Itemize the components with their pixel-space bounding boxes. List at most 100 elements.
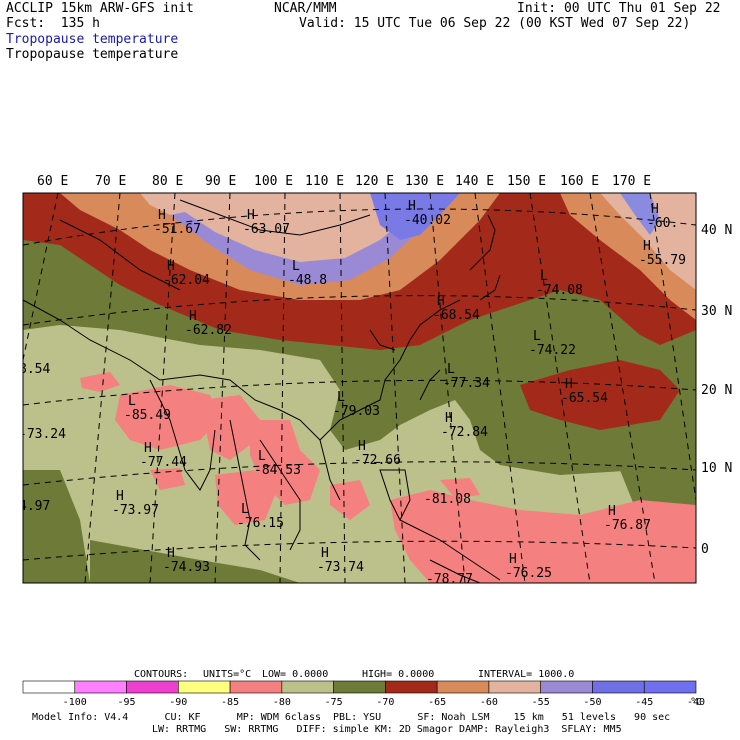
legend-tick: -100	[63, 697, 87, 708]
forecast-hour: Fcst: 135 h	[6, 16, 100, 31]
marker-value: -73.74	[317, 560, 364, 575]
lon-label: 160 E	[560, 174, 599, 189]
marker-value: -77.34	[443, 376, 490, 391]
legend-swatch	[385, 680, 438, 694]
map-panel: H-51.67H-63.07H-40.02H-60.H-55.79H-62.04…	[19, 193, 696, 587]
legend-swatch	[229, 680, 283, 694]
legend-tick: -65	[428, 697, 446, 708]
marker-value: -74.22	[529, 343, 576, 358]
legend-swatch	[436, 680, 490, 694]
marker-symbol: L	[292, 259, 300, 274]
band-purple	[170, 193, 450, 285]
lon-label: 120 E	[355, 174, 394, 189]
valid-time: Valid: 15 UTC Tue 06 Sep 22 (00 KST Wed …	[299, 16, 691, 31]
legend-swatch	[540, 680, 593, 694]
band-pale-northeast	[600, 193, 696, 290]
marker-symbol: H	[358, 439, 366, 454]
lon-label: 90 E	[205, 174, 236, 189]
marker-value: -73.24	[19, 427, 66, 442]
lat-label: 0	[701, 542, 709, 557]
marker-symbol: H	[445, 411, 453, 426]
legend-swatch	[178, 680, 231, 694]
marker-symbol: H	[189, 309, 197, 324]
model-info-line1: Model Info: V4.4 CU: KF MP: WDM 6class P…	[32, 712, 671, 723]
marker-value: -65.54	[561, 391, 608, 406]
marker-symbol: L	[540, 269, 548, 284]
marker-symbol: L	[241, 502, 249, 517]
marker-symbol: L	[533, 329, 541, 344]
map-frame	[22, 192, 697, 584]
marker-value: -79.03	[333, 404, 380, 419]
marker-symbol: L	[128, 394, 136, 409]
lat-label: 30 N	[701, 304, 732, 319]
latitude-labels: 40 N 30 N 20 N 10 N 0	[701, 223, 732, 557]
marker-value: -62.82	[185, 323, 232, 338]
marker-value: -73.97	[112, 503, 159, 518]
lon-label: 100 E	[254, 174, 293, 189]
marker-symbol: H	[643, 239, 651, 254]
marker-symbol: H	[158, 208, 166, 223]
marker-value: -78.77	[426, 572, 473, 587]
legend-swatch	[74, 680, 127, 694]
marker-value: -84.53	[254, 463, 301, 478]
legend-tick: -70	[376, 697, 394, 708]
lat-label: 20 N	[701, 383, 732, 398]
marker-value: -76.25	[505, 566, 552, 581]
graticule	[23, 193, 696, 583]
marker-symbol: H	[116, 489, 124, 504]
longitude-labels: 60 E 70 E 80 E 90 E 100 E 110 E 120 E 130 E 140 …	[37, 174, 651, 189]
marker-value: -77.44	[140, 455, 187, 470]
legend-swatch	[592, 680, 645, 694]
center-name: NCAR/MMM	[274, 1, 337, 16]
marker-symbol: L	[258, 449, 266, 464]
model-title: ACCLIP 15km ARW-GFS init	[6, 1, 194, 16]
coastlines	[23, 199, 501, 583]
contours-label: CONTOURS:	[134, 669, 188, 680]
lon-label: 80 E	[152, 174, 183, 189]
marker-symbol: L	[337, 390, 345, 405]
marker-symbol: H	[437, 294, 445, 309]
marker-value: -81.08	[424, 492, 471, 507]
legend-swatch	[281, 680, 334, 694]
marker-value: -60.	[647, 216, 678, 231]
marker-symbol: H	[651, 202, 659, 217]
band-blue	[370, 193, 460, 240]
color-legend: -100 -95 -90 -85 -80 -75 -70 -65 -60 -55 -50 -45 -40…	[22, 680, 705, 708]
band-dark-red-pacific	[520, 360, 680, 430]
marker-symbol: H	[144, 441, 152, 456]
marker-layer: H-51.67H-63.07H-40.02H-60.H-55.79H-62.04…	[19, 199, 686, 587]
field-title-contour: Tropopause temperature	[6, 47, 179, 62]
legend-swatch	[333, 680, 386, 694]
legend-tick: -80	[273, 697, 291, 708]
interval-label: INTERVAL= 1000.0	[478, 669, 574, 680]
marker-value: -74.08	[536, 283, 583, 298]
lon-label: 70 E	[95, 174, 126, 189]
lon-label: 60 E	[37, 174, 68, 189]
init-time: Init: 00 UTC Thu 01 Sep 22	[517, 1, 721, 16]
marker-value: -72.84	[441, 425, 488, 440]
marker-symbol: H	[321, 546, 329, 561]
marker-value: -63.07	[243, 222, 290, 237]
marker-symbol: L	[447, 362, 455, 377]
lon-label: 150 E	[507, 174, 546, 189]
marker-symbol: H	[408, 199, 416, 214]
marker-value: -55.79	[639, 253, 686, 268]
low-label: LOW= 0.0000	[262, 669, 328, 680]
field-title-shaded: Tropopause temperature	[6, 32, 179, 47]
legend-swatch	[643, 680, 697, 694]
legend-tick: -90	[169, 697, 187, 708]
legend-tick: -55	[532, 697, 550, 708]
high-label: HIGH= 0.0000	[362, 669, 434, 680]
marker-symbol: H	[565, 377, 573, 392]
marker-value: 8.54	[19, 362, 50, 377]
legend-tick: -45	[635, 697, 653, 708]
marker-value: -51.67	[154, 222, 201, 237]
cold-patches	[80, 372, 696, 583]
legend-swatch	[22, 680, 76, 694]
marker-symbol: H	[247, 208, 255, 223]
marker-value: -85.49	[124, 408, 171, 423]
legend-swatch	[488, 680, 541, 694]
legend-swatch	[126, 680, 179, 694]
units-label: UNITS=°C	[203, 669, 251, 680]
